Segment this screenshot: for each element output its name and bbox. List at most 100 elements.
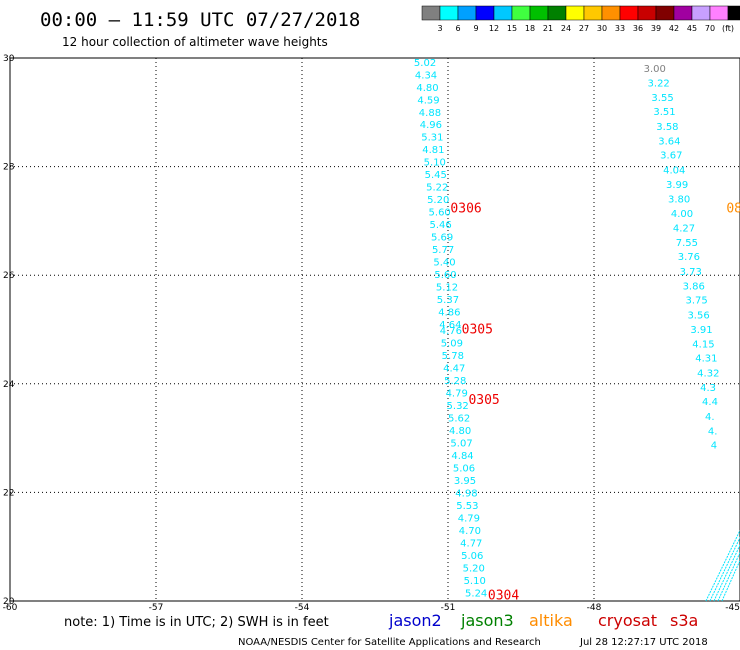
x-tick-label: -48 <box>587 603 602 613</box>
satellite-legend: jason2 jason3 altika cryosat s3a <box>388 611 698 630</box>
wave-height-label: 5.69 <box>431 233 453 244</box>
pass-label: 0304 <box>488 588 519 603</box>
wave-height-label: 5.62 <box>448 413 470 424</box>
legend-label: 12 <box>489 24 499 33</box>
wave-height-label: 4.76 <box>440 326 462 337</box>
legend-label: 6 <box>455 24 460 33</box>
legend-swatch <box>637 5 657 21</box>
wave-height-label: 5.32 <box>447 401 469 412</box>
footer-note: note: 1) Time is in UTC; 2) SWH is in fe… <box>64 615 329 630</box>
wave-height-label: 3.91 <box>690 325 712 336</box>
satellite-jason2: jason2 <box>388 611 442 630</box>
wave-height-label: 4.84 <box>451 451 473 462</box>
wave-height-label: 5.77 <box>432 245 454 256</box>
y-tick-label: 26 <box>3 271 15 281</box>
satellite-jason3: jason3 <box>460 611 514 630</box>
wave-height-label: 3.58 <box>656 122 678 133</box>
wave-height-label: 5.20 <box>463 563 485 574</box>
legend-label: 45 <box>687 24 697 33</box>
wave-height-label: 4.15 <box>692 340 714 351</box>
pass-labels: 0306 0305 0305 0304 08 <box>450 201 740 603</box>
legend-swatch <box>709 5 729 21</box>
wave-height-label: 5.10 <box>424 158 446 169</box>
wave-height-label: 3.22 <box>648 78 670 89</box>
legend-swatch <box>691 5 711 21</box>
wave-height-label: 5.09 <box>441 339 463 350</box>
y-tick-label: 20 <box>3 597 15 607</box>
footer-timestamp: Jul 28 12:27:17 UTC 2018 <box>579 637 708 648</box>
wave-height-label: 4.59 <box>417 95 439 106</box>
x-tick-label: -51 <box>441 603 456 613</box>
pass-label: 08 <box>726 201 740 216</box>
wave-height-label: 4.98 <box>455 488 477 499</box>
wave-height-label: 4.31 <box>695 354 717 365</box>
legend-label: 33 <box>615 24 625 33</box>
grid-lines <box>10 58 740 601</box>
satellite-cryosat: cryosat <box>598 611 657 630</box>
wave-height-label: 4.3 <box>700 383 716 394</box>
wave-height-label: 5.28 <box>444 376 466 387</box>
wave-height-label: 4.04 <box>663 165 685 176</box>
legend-swatch <box>439 5 459 21</box>
dense-track-line <box>709 536 740 602</box>
wave-height-label: 3.99 <box>666 180 688 191</box>
x-tick-label: -60 <box>3 603 18 613</box>
legend-swatch <box>601 5 621 21</box>
pass-label: 0305 <box>468 393 499 408</box>
wave-height-label: 4.47 <box>443 364 465 375</box>
legend-label: 30 <box>597 24 607 33</box>
wave-height-label: 4.64 <box>439 320 461 331</box>
dense-track-line <box>717 551 740 602</box>
wave-height-label: 4.77 <box>460 538 482 549</box>
wave-height-label: 3.51 <box>653 107 675 118</box>
legend-label: 3 <box>437 24 442 33</box>
wave-height-label: 5.22 <box>426 183 448 194</box>
satellite-s3a: s3a <box>670 611 698 630</box>
legend-swatch <box>529 5 549 21</box>
wave-height-label: 7.55 <box>676 238 698 249</box>
chart-title: 00:00 – 11:59 UTC 07/27/2018 <box>40 9 360 31</box>
wave-height-label: 3.76 <box>678 252 700 263</box>
wave-height-label: 4.00 <box>671 209 693 220</box>
wave-height-label: 5.40 <box>433 258 455 269</box>
legend-unit: (ft) <box>722 24 734 33</box>
wave-height-label: 3.67 <box>660 151 682 162</box>
wave-height-label: 4.88 <box>419 108 441 119</box>
wave-height-label: 4.86 <box>438 308 460 319</box>
wave-height-label: 4.81 <box>422 145 444 156</box>
plot-frame <box>9 57 740 602</box>
pass-label: 0305 <box>462 322 493 337</box>
wave-height-label: 4.79 <box>458 513 480 524</box>
wave-height-label: 3.64 <box>658 137 680 148</box>
wave-height-label: 5.02 <box>414 58 436 69</box>
legend-label: 9 <box>473 24 478 33</box>
legend-label: 70 <box>705 24 715 33</box>
legend-swatch <box>457 5 477 21</box>
legend-label: 18 <box>525 24 535 33</box>
legend-swatch <box>493 5 513 21</box>
wave-height-label: 5.20 <box>427 195 449 206</box>
dense-track-line <box>705 530 740 602</box>
wave-height-label: 5.07 <box>450 438 472 449</box>
wave-height-label: 3.73 <box>680 267 702 278</box>
altimeter-tracks: 5.024.344.804.594.884.965.314.815.105.45… <box>414 58 740 602</box>
wave-height-label: 4.32 <box>697 368 719 379</box>
legend-label: 24 <box>561 24 571 33</box>
y-tick-label: 24 <box>3 380 15 390</box>
legend-swatch <box>475 5 495 21</box>
wave-height-label: 5.06 <box>453 463 475 474</box>
wave-height-label: 5.78 <box>442 351 464 362</box>
wave-height-label: 4.80 <box>416 83 438 94</box>
y-tick-label: 30 <box>3 54 15 64</box>
dense-track-line <box>721 559 740 602</box>
wave-height-label: 5.60 <box>429 208 451 219</box>
wave-height-label: 5.46 <box>430 220 452 231</box>
wave-height-label: 5.60 <box>434 270 456 281</box>
axis-ticks: 20 22 24 26 28 30 -60 -57 -54 -51 -48 -45 <box>3 54 740 613</box>
legend-swatch <box>655 5 675 21</box>
color-legend: 3 6 9 12 15 18 21 24 27 30 33 36 39 42 45 70 (ft) <box>421 5 740 33</box>
legend-label: 39 <box>651 24 661 33</box>
wave-height-label: 4.96 <box>420 120 442 131</box>
wave-height-label: 5.12 <box>436 283 458 294</box>
wave-height-label: 5.37 <box>437 295 459 306</box>
